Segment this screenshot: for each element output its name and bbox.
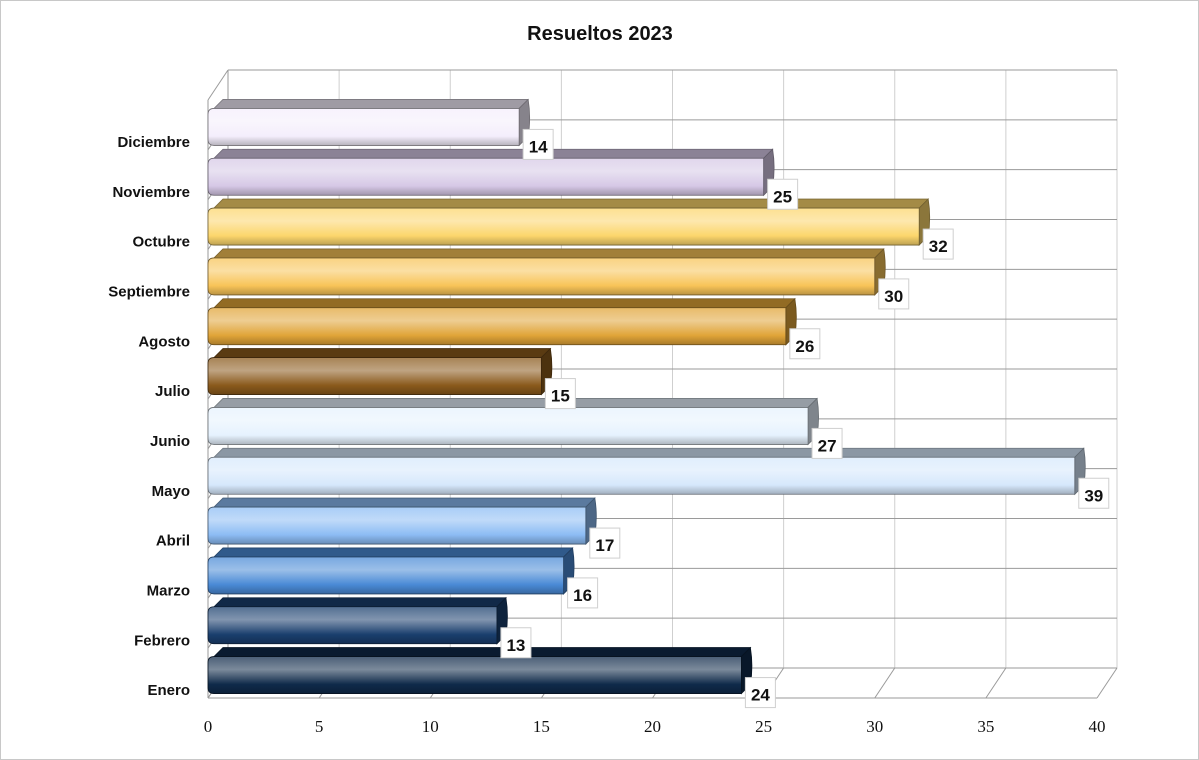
bar-front-face [207,207,920,246]
x-tick-label: 30 [866,717,883,736]
x-tick-label: 40 [1089,717,1106,736]
bar-top-face [213,597,507,608]
category-label: Febrero [134,632,190,649]
category-label: Junio [150,433,190,450]
data-label: 39 [1084,486,1103,505]
bars [207,98,1086,695]
category-label: Septiembre [108,283,190,300]
data-label-box [789,328,821,360]
bar-top-face [213,447,1085,458]
data-label-box [544,378,576,410]
data-label: 30 [884,287,903,306]
bar-top-face [213,647,752,657]
bar-top-face [213,497,596,508]
bar-febrero [207,596,508,645]
category-label: Marzo [147,582,190,599]
category-label: Abril [156,533,190,550]
bar-top-face [213,547,574,558]
bar-junio [207,397,819,446]
side-wall-line [207,69,229,101]
x-tick-label: 5 [315,717,324,736]
chart-title: Resueltos 2023 [527,23,673,45]
data-label: 27 [818,436,837,455]
data-label: 24 [751,686,770,705]
bar-top-face [213,298,796,309]
bar-abril [207,497,597,546]
data-label-box [767,178,799,210]
data-label-box [811,427,843,459]
bar-julio [207,347,553,396]
bar-top-face [213,398,819,408]
category-label: Noviembre [112,184,190,201]
data-label: 32 [929,237,948,256]
category-label: Diciembre [117,134,190,151]
floor-tick-line [985,667,1007,699]
bar-front-face [207,556,564,595]
floor-tick-line [1096,667,1118,699]
bar-front-face [207,157,765,196]
bar-front-face [207,257,876,296]
category-label: Mayo [152,483,190,500]
data-label-box [922,228,954,260]
x-tick-label: 25 [755,717,772,736]
category-label: Julio [155,383,190,400]
bar-top-face [213,348,552,358]
data-label: 17 [595,536,614,555]
bar-top-face [213,99,530,109]
data-label-box [522,128,554,160]
category-label: Octubre [132,234,190,251]
bar-front-face [207,606,498,645]
data-label: 26 [795,337,814,356]
data-label-box [744,677,776,709]
data-label-box [878,278,910,310]
category-label: Enero [147,682,190,699]
labels: 0 5 10 15 20 25 30 35 40 14 Diciembre 25 Noviembre 32… [108,128,1110,736]
bar-front-face [207,407,809,445]
bar-octubre [207,198,931,247]
bar-top-face [213,148,774,159]
bar-front-face [207,656,742,694]
bar-enero [207,646,753,695]
x-tick-label: 20 [644,717,661,736]
data-label-box [589,527,621,559]
x-tick-label: 0 [204,717,213,736]
bar-front-face [207,506,587,545]
data-label-box [1078,477,1110,509]
x-tick-label: 35 [977,717,994,736]
bar-septiembre [207,248,886,296]
category-label: Agosto [138,333,190,350]
data-label: 15 [551,387,570,406]
floor-tick-line [874,667,896,699]
bar-top-face [213,248,885,259]
data-label: 25 [773,187,792,206]
bar-front-face [207,357,542,395]
data-label-box [500,627,532,659]
data-label: 13 [506,636,525,655]
x-tick-label: 15 [533,717,550,736]
bar-top-face [213,198,930,209]
bar-front-face [207,456,1076,495]
bar-front-face [207,108,520,146]
bar-marzo [207,547,575,595]
data-label: 16 [573,586,592,605]
bar-diciembre [207,98,531,147]
bar-front-face [207,307,787,346]
data-label-box [567,577,599,609]
bar-noviembre [207,148,775,197]
bar-mayo [207,447,1086,496]
bar-agosto [207,297,797,346]
x-tick-label: 10 [422,717,439,736]
data-label: 14 [529,137,548,156]
